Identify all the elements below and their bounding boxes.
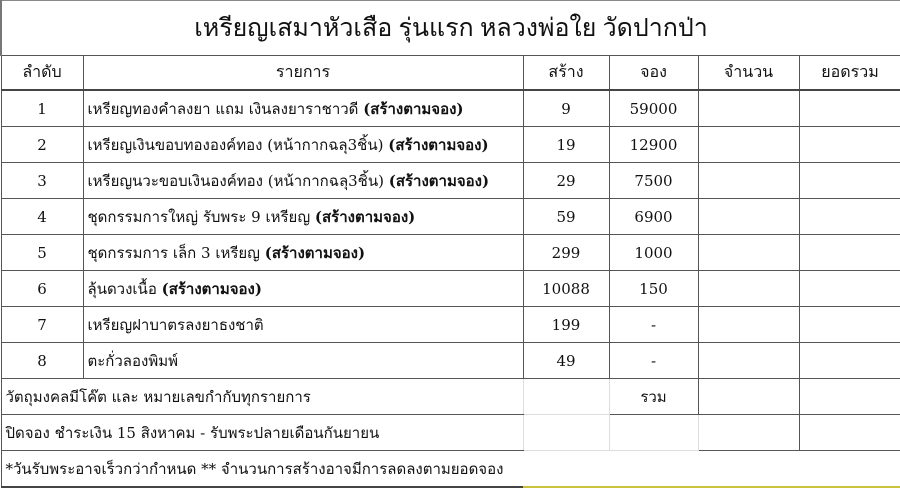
empty-cell [608,414,699,451]
row-total-cell[interactable] [798,270,900,307]
row-price: 150 [608,270,699,307]
item-note: (สร้างตามจอง) [264,243,366,262]
row-item: ลุ้นดวงเนื้อ (สร้างตามจอง) [82,270,524,307]
row-item: เหรียญนวะขอบเงินองค์ทอง (หน้ากากฉลุ3ชิ้น… [82,162,524,199]
page-title: เหรียญเสมาหัวเสือ รุ่นแรก หลวงพ่อใย วัดป… [0,0,900,56]
table-row: 6 ลุ้นดวงเนื้อ (สร้างตามจอง) 10088 150 [0,270,900,307]
row-item: ชุดกรรมการใหญ่ รับพระ 9 เหรียญ (สร้างตาม… [82,198,524,235]
row-price: 12900 [608,126,699,163]
header-qty: จำนวน [697,55,800,91]
row-number: 6 [0,270,84,307]
item-name: เหรียญทองคำลงยา แถม เงินลงยาราชาวดี [87,99,359,118]
empty-cell [522,414,610,451]
row-qty-cell[interactable] [697,306,800,343]
row-qty-cell[interactable] [697,342,800,379]
row-price: - [608,342,699,379]
item-note: (สร้างตามจอง) [363,99,464,118]
table-row: 5 ชุดกรรมการ เล็ก 3 เหรียญ (สร้างตามจอง)… [0,234,900,271]
total-qty-cell[interactable] [697,378,800,415]
table-row: 7 เหรียญฝาบาตรลงยาธงชาติ 199 - [0,306,900,343]
empty-cell [522,378,610,415]
row-qty-cell[interactable] [697,162,800,199]
footer-row-1: วัตถุมงคลมีโค๊ต และ หมายเลขกำกับทุกรายกา… [0,378,900,415]
row-item: เหรียญทองคำลงยา แถม เงินลงยาราชาวดี (สร้… [82,89,524,127]
row-total-cell[interactable] [798,162,900,199]
table-row: 1 เหรียญทองคำลงยา แถม เงินลงยาราชาวดี (ส… [0,89,900,127]
item-name: เหรียญเงินขอบทององค์ทอง (หน้ากากฉลุ3ชิ้น… [87,135,384,154]
item-name: ชุดกรรมการ เล็ก 3 เหรียญ [87,243,260,262]
item-note: (สร้างตามจอง) [314,207,416,226]
header-row: ลำดับ รายการ สร้าง จอง จำนวน ยอดรวม [0,55,900,91]
row-price: 7500 [608,162,699,199]
row-item: เหรียญเงินขอบทององค์ทอง (หน้ากากฉลุ3ชิ้น… [82,126,524,163]
footer-note-1: วัตถุมงคลมีโค๊ต และ หมายเลขกำกับทุกรายกา… [0,378,524,415]
row-number: 4 [0,198,84,235]
row-number: 7 [0,306,84,343]
row-item: ชุดกรรมการ เล็ก 3 เหรียญ (สร้างตามจอง) [82,234,524,271]
row-number: 2 [0,126,84,163]
item-name: ตะกั่วลองพิมพ์ [87,351,179,370]
row-price: 59000 [608,89,699,127]
row-number: 5 [0,234,84,271]
empty-cell [697,414,800,451]
row-item: เหรียญฝาบาตรลงยาธงชาติ [82,306,524,343]
row-total-cell[interactable] [798,198,900,235]
footer-row-3: *วันรับพระอาจเร็วกว่ากำหนด ** จำนวนการสร… [0,450,900,488]
row-total-cell[interactable] [798,342,900,379]
item-name: เหรียญนวะขอบเงินองค์ทอง (หน้ากากฉลุ3ชิ้น… [87,171,384,190]
row-price: - [608,306,699,343]
row-qty-cell[interactable] [697,234,800,271]
footer-note-3: *วันรับพระอาจเร็วกว่ากำหนด ** จำนวนการสร… [0,450,523,488]
row-built: 9 [522,89,610,127]
row-total-cell[interactable] [798,89,900,127]
row-price: 1000 [608,234,699,271]
total-label: รวม [608,378,699,415]
footer-row-2: ปิดจอง ชำระเงิน 15 สิงหาคม - รับพระปลายเ… [0,414,900,451]
item-name: เหรียญฝาบาตรลงยาธงชาติ [87,315,264,334]
item-note: (สร้างตามจอง) [161,279,262,298]
table-row: 2 เหรียญเงินขอบทององค์ทอง (หน้ากากฉลุ3ชิ… [0,126,900,163]
row-built: 29 [522,162,610,199]
row-built: 49 [522,342,610,379]
footer-note-2: ปิดจอง ชำระเงิน 15 สิงหาคม - รับพระปลายเ… [0,414,524,451]
row-built: 19 [522,126,610,163]
row-total-cell[interactable] [798,234,900,271]
item-note: (สร้างตามจอง) [388,135,489,154]
grand-total-cell[interactable] [798,378,900,415]
row-built: 59 [522,198,610,235]
table-row: 4 ชุดกรรมการใหญ่ รับพระ 9 เหรียญ (สร้างต… [0,198,900,235]
row-number: 1 [0,89,84,127]
row-item: ตะกั่วลองพิมพ์ [82,342,524,379]
row-built: 10088 [522,270,610,307]
row-total-cell[interactable] [798,126,900,163]
item-note: (สร้างตามจอง) [388,171,490,190]
header-price: จอง [608,55,699,91]
row-qty-cell[interactable] [697,89,800,127]
header-item: รายการ [82,55,524,91]
item-name: ชุดกรรมการใหญ่ รับพระ 9 เหรียญ [87,207,311,226]
row-qty-cell[interactable] [697,270,800,307]
row-built: 199 [522,306,610,343]
header-built: สร้าง [522,55,610,91]
row-total-cell[interactable] [798,306,900,343]
item-name: ลุ้นดวงเนื้อ [87,279,157,298]
empty-cell [798,414,900,451]
row-number: 3 [0,162,84,199]
row-price: 6900 [608,198,699,235]
row-number: 8 [0,342,84,379]
empty-cell [523,450,900,488]
row-qty-cell[interactable] [697,198,800,235]
table-row: 3 เหรียญนวะขอบเงินองค์ทอง (หน้ากากฉลุ3ชิ… [0,162,900,199]
row-qty-cell[interactable] [697,126,800,163]
header-total: ยอดรวม [798,55,900,91]
row-built: 299 [522,234,610,271]
header-no: ลำดับ [0,55,84,91]
table-row: 8 ตะกั่วลองพิมพ์ 49 - [0,342,900,379]
